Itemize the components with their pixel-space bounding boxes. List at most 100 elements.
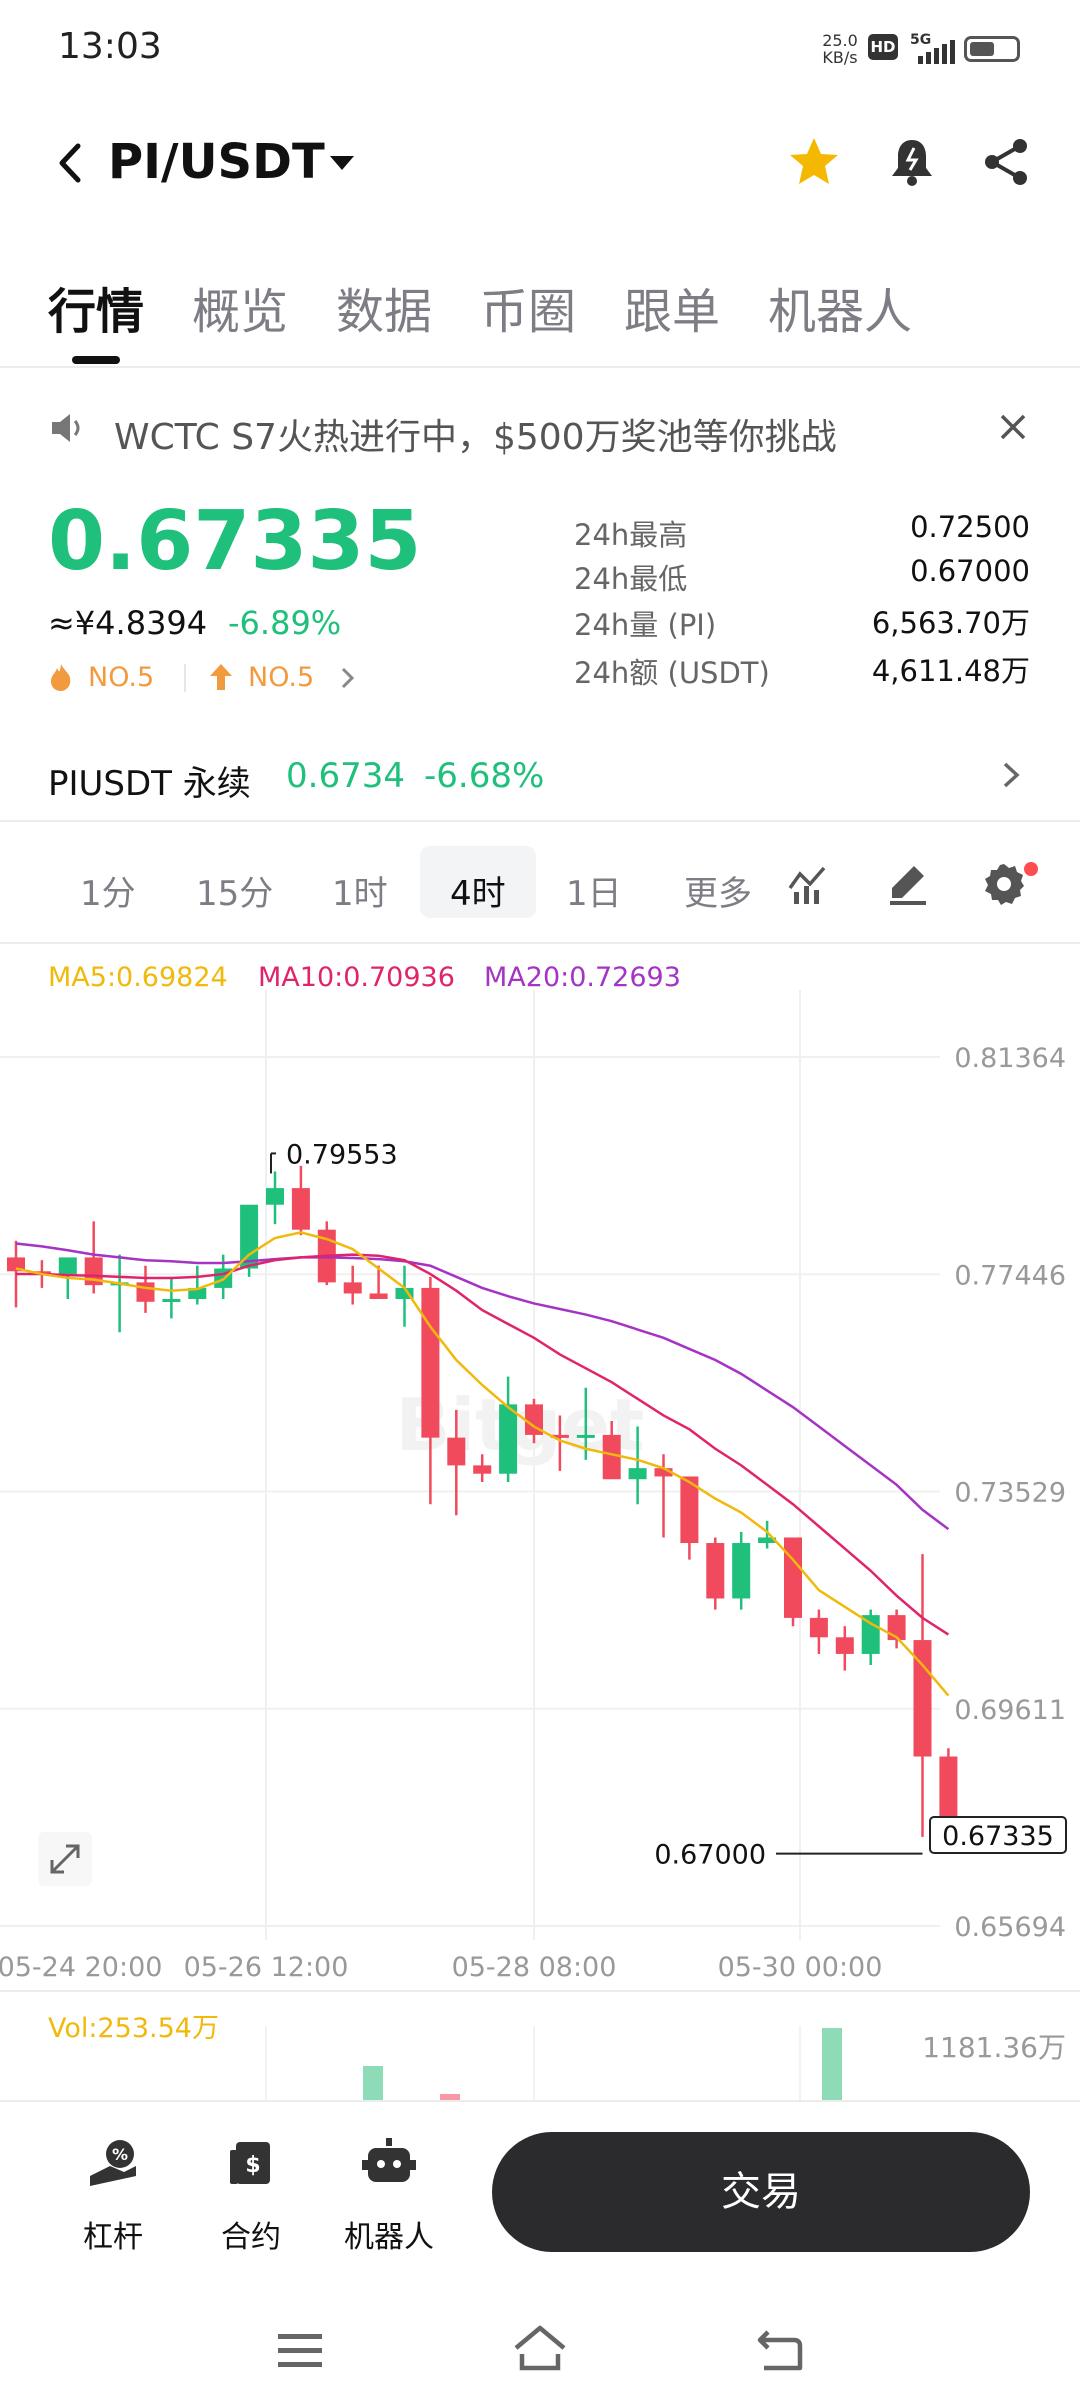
svg-text:5G: 5G [910, 32, 931, 48]
candle-body [7, 1257, 25, 1272]
candle-body [525, 1404, 543, 1435]
x-tick-label: 05-24 20:00 [0, 1952, 162, 1983]
stat-label-high: 24h最高 [574, 518, 688, 552]
tab-overview[interactable]: 概览 [192, 284, 289, 340]
back-arrow-icon[interactable] [50, 138, 90, 188]
candle-body [266, 1188, 284, 1205]
candle-body [732, 1543, 751, 1599]
notification-dot [1024, 862, 1038, 876]
status-time: 13:03 [58, 26, 162, 67]
chevron-right-icon[interactable] [338, 664, 358, 692]
price-alert-bell-icon[interactable] [884, 134, 940, 190]
speaker-icon [52, 414, 80, 442]
candle-body [550, 1434, 569, 1438]
candle-body [758, 1537, 777, 1544]
volume-bar [822, 2028, 842, 2100]
volume-legend: Vol:253.54万 [48, 2013, 219, 2044]
home-icon[interactable] [510, 2320, 570, 2380]
candle-body [939, 1756, 958, 1829]
interval-1d[interactable]: 1日 [566, 874, 622, 914]
perpetual-name[interactable]: PIUSDT 永续 [48, 764, 251, 804]
interval-1h[interactable]: 1时 [332, 874, 388, 914]
ma20-legend: MA20:0.72693 [484, 962, 681, 993]
divider [0, 942, 1080, 944]
candle-body [188, 1287, 207, 1300]
x-tick-label: 05-26 12:00 [184, 1952, 349, 1983]
network-speed: 25.0 KB/s [822, 31, 858, 67]
cny-price: ≈¥4.8394 [48, 604, 208, 642]
candle-body [654, 1468, 673, 1477]
signal-icon: 5G [910, 32, 955, 64]
robot-icon[interactable] [362, 2136, 416, 2190]
volume-axis-top: 1181.36万 [922, 2031, 1066, 2064]
drawing-tool-icon[interactable] [886, 862, 930, 906]
ma-lines [15, 1231, 950, 1697]
divider [0, 1990, 1080, 1992]
stat-label-low: 24h最低 [574, 562, 688, 596]
tab-data[interactable]: 数据 [336, 284, 433, 340]
tab-bots[interactable]: 机器人 [768, 284, 913, 340]
interval-15m[interactable]: 15分 [196, 874, 274, 914]
interval-4h[interactable]: 4时 [450, 874, 506, 914]
interval-more[interactable]: 更多 [684, 874, 752, 914]
y-tick-label: 0.77446 [954, 1260, 1066, 1291]
indicator-icon[interactable] [786, 862, 830, 906]
close-icon[interactable] [996, 410, 1030, 444]
settings-gear-icon[interactable] [980, 860, 1028, 908]
futures-contract-icon[interactable]: $ [224, 2136, 278, 2190]
menu-icon[interactable] [270, 2320, 330, 2380]
stat-value-high: 0.72500 [910, 510, 1030, 544]
price-annotations: 0.79553 0.67000 0.67335 [270, 1139, 1067, 1871]
leverage-label[interactable]: 杠杆 [83, 2220, 143, 2255]
candle-body [162, 1299, 181, 1303]
candle-body [835, 1637, 854, 1654]
tab-community[interactable]: 币圈 [480, 284, 577, 340]
svg-text:%: % [112, 2145, 128, 2164]
candlestick-chart[interactable]: Bitget 0.813640.774460.735290.696110.656… [0, 990, 1080, 1990]
hot-rank[interactable]: NO.5 [88, 662, 155, 693]
candle-body [421, 1287, 440, 1438]
active-tab-indicator [72, 356, 120, 364]
gainer-arrow-icon [210, 664, 232, 690]
chart-grid [0, 990, 940, 1940]
futures-label[interactable]: 合约 [221, 2220, 281, 2255]
candle-body [680, 1476, 699, 1544]
battery-level [970, 42, 995, 56]
candle-body [809, 1617, 828, 1638]
share-icon[interactable] [978, 134, 1034, 190]
candle-body [602, 1434, 621, 1480]
pair-title[interactable]: PI/USDT [108, 134, 325, 190]
candle-body [473, 1465, 492, 1474]
candle-body [291, 1188, 310, 1230]
hot-flame-icon [51, 664, 71, 691]
leverage-icon[interactable]: % [86, 2136, 140, 2190]
tab-copy-trading[interactable]: 跟单 [624, 284, 721, 340]
bot-label[interactable]: 机器人 [344, 2220, 434, 2255]
divider [0, 820, 1080, 822]
last-price-box [929, 1815, 1067, 1854]
stat-value-low: 0.67000 [910, 554, 1030, 588]
announcement-text[interactable]: WCTC S7火热进行中，$500万奖池等你挑战 [114, 417, 837, 458]
ma20-line [15, 1242, 950, 1531]
candle-body [784, 1537, 802, 1618]
y-tick-label: 0.65694 [954, 1912, 1066, 1943]
y-tick-label: 0.81364 [954, 1043, 1066, 1074]
fullscreen-icon[interactable] [38, 1832, 92, 1886]
trade-button[interactable]: 交易 [492, 2132, 1030, 2252]
back-nav-icon[interactable] [750, 2320, 810, 2380]
favorite-star-icon[interactable] [786, 134, 842, 190]
candle-body [369, 1293, 388, 1300]
price-change: -6.89% [228, 604, 342, 642]
stat-value-turnover: 4,611.48万 [871, 654, 1030, 688]
gainer-rank[interactable]: NO.5 [248, 662, 315, 693]
tab-market[interactable]: 行情 [48, 284, 145, 340]
hd-badge: HD [868, 34, 898, 60]
stat-label-volume: 24h量 (PI) [574, 608, 717, 642]
candle-body [343, 1282, 362, 1294]
pair-dropdown-caret-icon[interactable] [330, 156, 354, 170]
interval-1m[interactable]: 1分 [80, 874, 136, 914]
chevron-right-icon[interactable] [998, 756, 1024, 794]
high-price-label: 0.79553 [286, 1139, 398, 1170]
ma5-line [15, 1231, 950, 1697]
candles [7, 1165, 958, 1854]
